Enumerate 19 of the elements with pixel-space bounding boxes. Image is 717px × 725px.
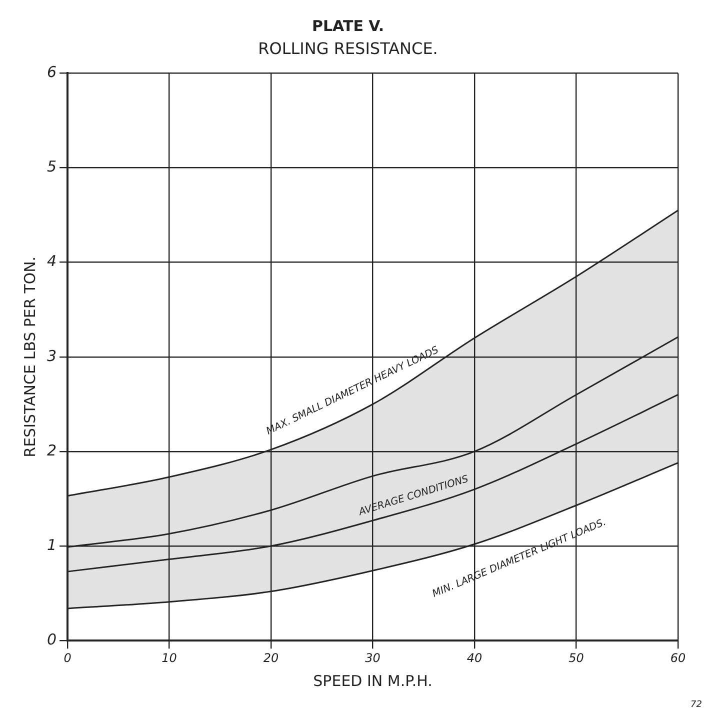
x-tick-label: 30	[365, 650, 381, 665]
y-tick-label: 0	[46, 630, 57, 648]
text: 72	[690, 700, 702, 710]
y-tick-label: 6	[46, 63, 57, 82]
x-tick-label: 40	[466, 650, 483, 665]
x-tick-label: 10	[162, 650, 178, 665]
y-tick-label: 2	[46, 441, 57, 460]
x-tick-label: 60	[670, 650, 686, 665]
x-tick-label: 20	[263, 650, 280, 665]
y-tick-label: 4	[46, 252, 57, 270]
chart-title: PLATE V.	[312, 16, 384, 35]
y-tick-label: 3	[46, 346, 57, 365]
x-tick-label: 50	[568, 650, 584, 665]
y-axis-title: RESISTANCE LBS PER TON.	[20, 256, 39, 458]
chart-subtitle: ROLLING RESISTANCE.	[258, 38, 438, 58]
y-tick-label: 5	[46, 158, 57, 176]
x-axis-title: SPEED IN M.P.H.	[313, 672, 432, 690]
y-tick-label: 1	[46, 536, 57, 554]
x-tick-label: 0	[64, 650, 72, 665]
